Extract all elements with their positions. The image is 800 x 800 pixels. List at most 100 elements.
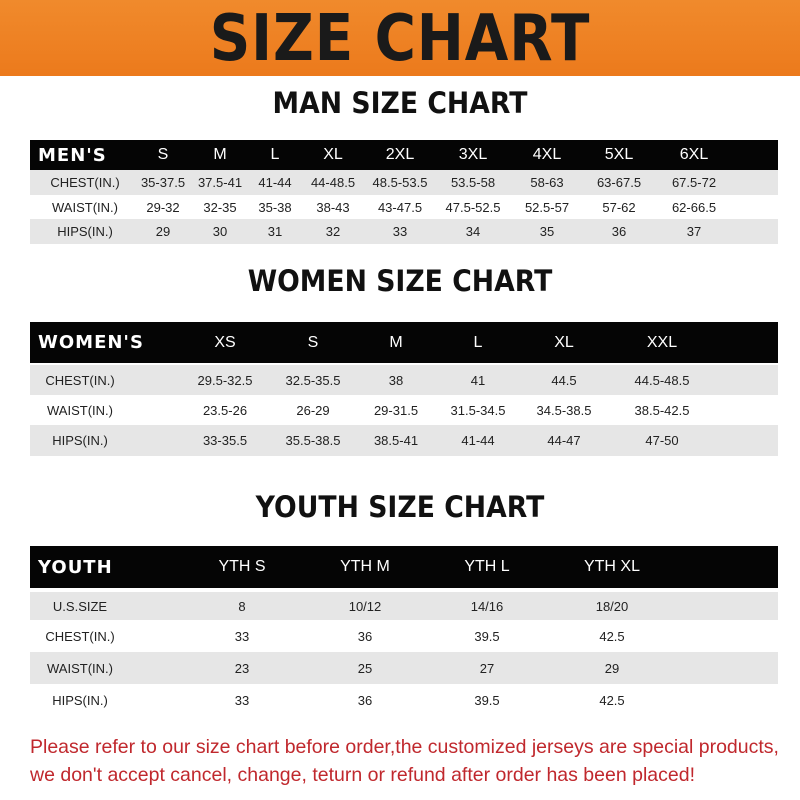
value-cell: 25 (357, 660, 373, 676)
table-row: U.S.SIZE 8 10/12 14/16 18/20 (30, 592, 778, 620)
value-cell: 53.5-58 (450, 175, 496, 190)
value-cell: 52.5-57 (524, 199, 570, 215)
value-cell: 44.5 (551, 372, 577, 388)
value-cell: 29 (604, 660, 620, 676)
value-cell: 44-47 (547, 433, 581, 448)
table-row: WAIST(IN.) 23 25 27 29 (30, 652, 778, 684)
measure-label-cell: U.S.SIZE (52, 598, 108, 614)
size-header-cell: M (213, 146, 227, 163)
value-cell: 8 (238, 598, 246, 614)
women-header-row: WOMEN'S XS S M L XL XXL (30, 322, 778, 363)
notice-line-1: Please refer to our size chart before or… (30, 736, 779, 758)
value-cell: 33 (234, 692, 250, 708)
value-cell: 38.5-42.5 (634, 402, 690, 418)
banner-title: SIZE CHART (209, 2, 591, 76)
value-cell: 37 (686, 224, 702, 239)
value-cell: 35-37.5 (140, 175, 186, 190)
value-cell: 31 (267, 224, 283, 239)
size-header-cell: L (270, 146, 280, 163)
value-cell: 42.5 (599, 628, 625, 644)
table-title-cell: YOUTH (38, 556, 113, 578)
size-header-cell: XXL (646, 333, 678, 351)
value-cell: 34.5-38.5 (536, 402, 592, 418)
value-cell: 47.5-52.5 (445, 199, 501, 215)
value-cell: 48.5-53.5 (372, 175, 428, 190)
value-cell: 38.5-41 (373, 433, 419, 448)
header-banner: SIZE CHART (0, 0, 800, 76)
value-cell: 23.5-26 (202, 402, 248, 418)
value-cell: 36 (611, 224, 627, 239)
value-cell: 44-48.5 (310, 175, 356, 190)
value-cell: 57-62 (602, 199, 636, 215)
size-header-cell: YTH L (464, 558, 510, 575)
value-cell: 29.5-32.5 (197, 372, 253, 388)
value-cell: 39.5 (474, 692, 500, 708)
value-cell: 37.5-41 (197, 175, 243, 190)
table-row: CHEST(IN.) 35-37.5 37.5-41 41-44 44-48.5 48.5… (30, 170, 778, 195)
men-section-title: MAN SIZE CHART (272, 86, 528, 120)
measure-label-cell: CHEST(IN.) (45, 372, 115, 388)
value-cell: 38-43 (316, 199, 350, 215)
value-cell: 35.5-38.5 (285, 433, 341, 448)
measure-label-cell: CHEST(IN.) (50, 175, 120, 190)
measure-label-cell: WAIST(IN.) (52, 199, 118, 215)
measure-label-cell: WAIST(IN.) (47, 402, 113, 418)
value-cell: 38 (388, 372, 404, 388)
table-row: WAIST(IN.) 23.5-26 26-29 29-31.5 31.5-34.5 34… (30, 395, 778, 425)
value-cell: 33 (234, 628, 250, 644)
size-header-cell: XL (554, 333, 574, 351)
value-cell: 29-32 (146, 199, 180, 215)
value-cell: 10/12 (348, 598, 382, 614)
value-cell: 47-50 (645, 433, 679, 448)
size-header-cell: 6XL (679, 146, 709, 163)
size-header-cell: XS (214, 333, 236, 351)
value-cell: 41-44 (461, 433, 495, 448)
table-row: CHEST(IN.) 33 36 39.5 42.5 (30, 620, 778, 652)
value-cell: 30 (212, 224, 228, 239)
value-cell: 63-67.5 (596, 175, 642, 190)
value-cell: 39.5 (474, 628, 500, 644)
value-cell: 23 (234, 660, 250, 676)
table-row: HIPS(IN.) 29 30 31 32 33 34 35 36 37 (30, 219, 778, 244)
notice-line-2: we don't accept cancel, change, teturn o… (30, 764, 695, 786)
size-header-cell: L (473, 333, 483, 351)
size-header-cell: YTH XL (583, 558, 640, 575)
table-row: WAIST(IN.) 29-32 32-35 35-38 38-43 43-47.5 47.… (30, 195, 778, 219)
size-header-cell: M (389, 333, 403, 351)
size-header-cell: XL (323, 146, 343, 163)
youth-header-row: YOUTH YTH S YTH M YTH L YTH XL (30, 546, 778, 588)
value-cell: 32-35 (203, 199, 237, 215)
value-cell: 26-29 (296, 402, 330, 418)
size-header-cell: 4XL (532, 146, 562, 163)
value-cell: 36 (357, 692, 373, 708)
youth-section-title: YOUTH SIZE CHART (255, 490, 545, 524)
size-header-cell: 3XL (458, 146, 488, 163)
table-title-cell: MEN'S (38, 144, 107, 166)
value-cell: 41 (470, 372, 486, 388)
value-cell: 29 (155, 224, 171, 239)
value-cell: 67.5-72 (671, 175, 717, 190)
men-header-row: MEN'S S M L XL 2XL 3XL 4XL 5XL 6XL (30, 140, 778, 170)
value-cell: 36 (357, 628, 373, 644)
value-cell: 31.5-34.5 (450, 402, 506, 418)
value-cell: 35 (539, 224, 555, 239)
value-cell: 32 (325, 224, 341, 239)
value-cell: 14/16 (470, 598, 504, 614)
size-header-cell: YTH S (218, 558, 266, 575)
value-cell: 43-47.5 (377, 199, 423, 215)
value-cell: 33-35.5 (202, 433, 248, 448)
measure-label-cell: WAIST(IN.) (47, 660, 113, 676)
value-cell: 41-44 (258, 175, 292, 190)
women-section-title: WOMEN SIZE CHART (247, 264, 553, 298)
size-header-cell: 5XL (604, 146, 634, 163)
table-title-cell: WOMEN'S (38, 332, 144, 353)
size-header-cell: YTH M (340, 558, 390, 575)
value-cell: 34 (465, 224, 481, 239)
measure-label-cell: HIPS(IN.) (52, 433, 108, 448)
value-cell: 18/20 (595, 598, 629, 614)
value-cell: 62-66.5 (671, 199, 717, 215)
table-row: CHEST(IN.) 29.5-32.5 32.5-35.5 38 41 44.5 44.5… (30, 365, 778, 395)
value-cell: 35-38 (258, 199, 292, 215)
value-cell: 32.5-35.5 (285, 372, 341, 388)
value-cell: 44.5-48.5 (634, 372, 690, 388)
